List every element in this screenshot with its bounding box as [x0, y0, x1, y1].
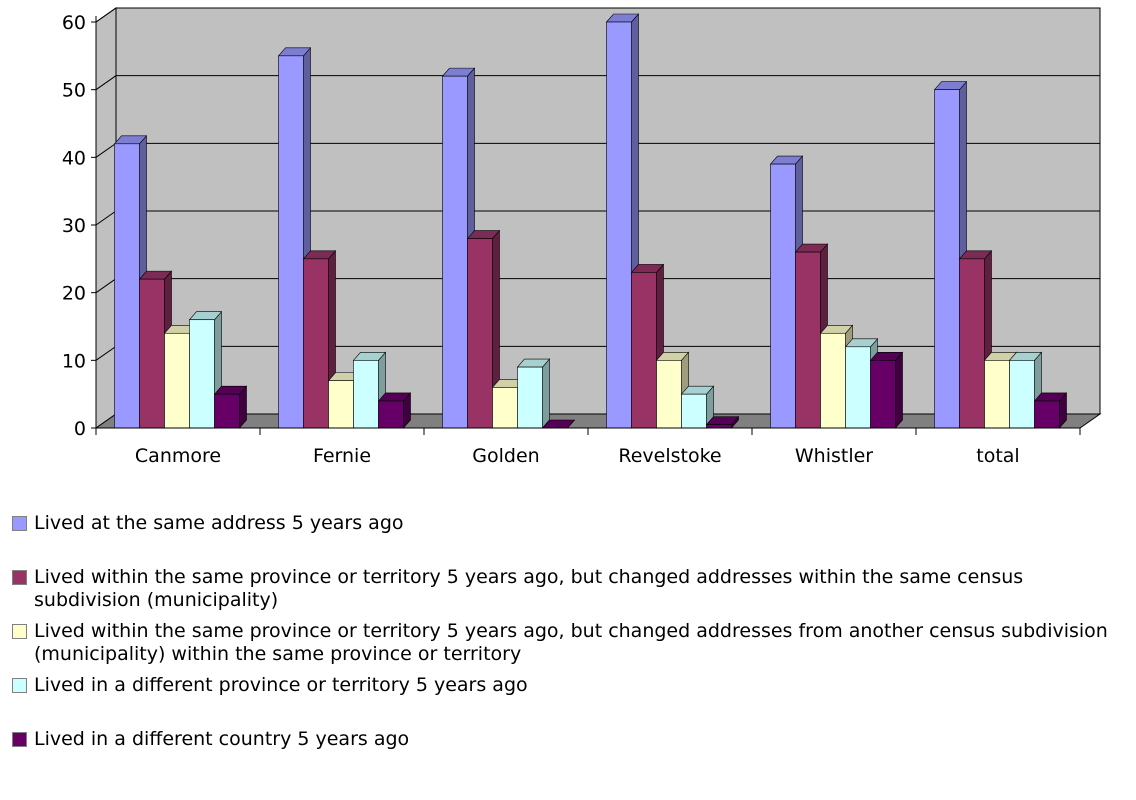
- bar-front: [114, 143, 140, 429]
- bar-front: [214, 393, 240, 429]
- bar: [933, 80, 968, 429]
- bar-front: [606, 21, 632, 429]
- legend-label: Lived in a different province or territo…: [34, 674, 528, 696]
- bar: [213, 385, 248, 429]
- category-label: total: [976, 445, 1019, 467]
- bar: [377, 392, 412, 429]
- category-label: Golden: [472, 445, 539, 467]
- legend-item: Lived at the same address 5 years ago: [12, 512, 1132, 535]
- y-tick-label: 40: [62, 147, 86, 169]
- bar: [516, 358, 551, 429]
- bar: [844, 338, 879, 429]
- legend-item: Lived in a different province or territo…: [12, 674, 1132, 697]
- bar: [1033, 392, 1068, 429]
- bar-front: [139, 278, 165, 429]
- bar: [605, 13, 640, 429]
- bar-front: [442, 75, 468, 429]
- category-label: Revelstoke: [618, 445, 721, 467]
- legend-swatch: [12, 624, 27, 639]
- bar-front: [795, 251, 821, 429]
- category-label: Whistler: [795, 445, 873, 467]
- bar-front: [820, 332, 846, 429]
- y-tick-label: 10: [62, 350, 86, 372]
- legend-item: Lived within the same province or territ…: [12, 566, 1132, 612]
- legend-label: Lived in a different country 5 years ago: [34, 728, 410, 750]
- bar: [1008, 351, 1043, 429]
- gridline: [95, 7, 1100, 23]
- y-tick-label: 20: [62, 283, 86, 305]
- legend-label: Lived at the same address 5 years ago: [34, 512, 404, 534]
- bar-front: [467, 238, 493, 429]
- legend-swatch: [12, 732, 27, 747]
- bar-front: [984, 360, 1010, 429]
- legend-label: Lived within the same province or territ…: [34, 620, 1108, 665]
- legend-label: Lived within the same province or territ…: [34, 566, 1024, 611]
- x-tick-labels: Canmore Fernie Golden Revelstoke Whistler tot…: [135, 445, 1020, 467]
- gridline: [95, 75, 1100, 91]
- bar-front: [770, 163, 796, 429]
- bar-front: [278, 55, 304, 429]
- bar: [769, 155, 804, 429]
- bar-side: [895, 351, 903, 429]
- bars: [113, 13, 1068, 429]
- bar-front: [631, 272, 657, 429]
- bar-front: [681, 393, 707, 429]
- y-tick-labels: 0 10 20 30 40 50 60: [62, 12, 86, 440]
- bar-front: [164, 332, 190, 429]
- bar-front: [517, 366, 543, 429]
- bar-side: [542, 358, 550, 429]
- legend-swatch: [12, 516, 27, 531]
- bar-front: [328, 380, 354, 429]
- bar-front: [378, 400, 404, 429]
- bar-front: [870, 360, 896, 429]
- legend-item: Lived in a different country 5 years ago: [12, 728, 1132, 751]
- axes: [91, 16, 1081, 435]
- legend-swatch: [12, 678, 27, 693]
- y-tick-label: 60: [62, 12, 86, 34]
- bar-front: [656, 360, 682, 429]
- legend-item: Lived within the same province or territ…: [12, 620, 1132, 666]
- bar-chart: 0 10 20 30 40 50 60 Canmore Fernie Golden Revelst…: [62, 7, 1102, 467]
- bar-front: [1034, 400, 1060, 429]
- y-tick-label: 50: [62, 80, 86, 102]
- bar: [302, 250, 337, 429]
- y-tick-label: 30: [62, 215, 86, 237]
- bar-front: [959, 258, 985, 429]
- bar-front: [845, 346, 871, 429]
- category-label: Canmore: [135, 445, 221, 467]
- bar: [680, 385, 715, 429]
- bar: [869, 351, 904, 429]
- category-label: Fernie: [313, 445, 371, 467]
- bar: [794, 243, 829, 429]
- bar-front: [492, 387, 518, 429]
- bar-front: [1009, 360, 1035, 429]
- bar-front: [189, 319, 215, 429]
- bar-front: [353, 360, 379, 429]
- bar-front: [706, 424, 732, 429]
- legend-swatch: [12, 570, 27, 585]
- bar-front: [934, 89, 960, 429]
- bar-front: [303, 258, 329, 429]
- y-tick-label: 0: [74, 418, 86, 440]
